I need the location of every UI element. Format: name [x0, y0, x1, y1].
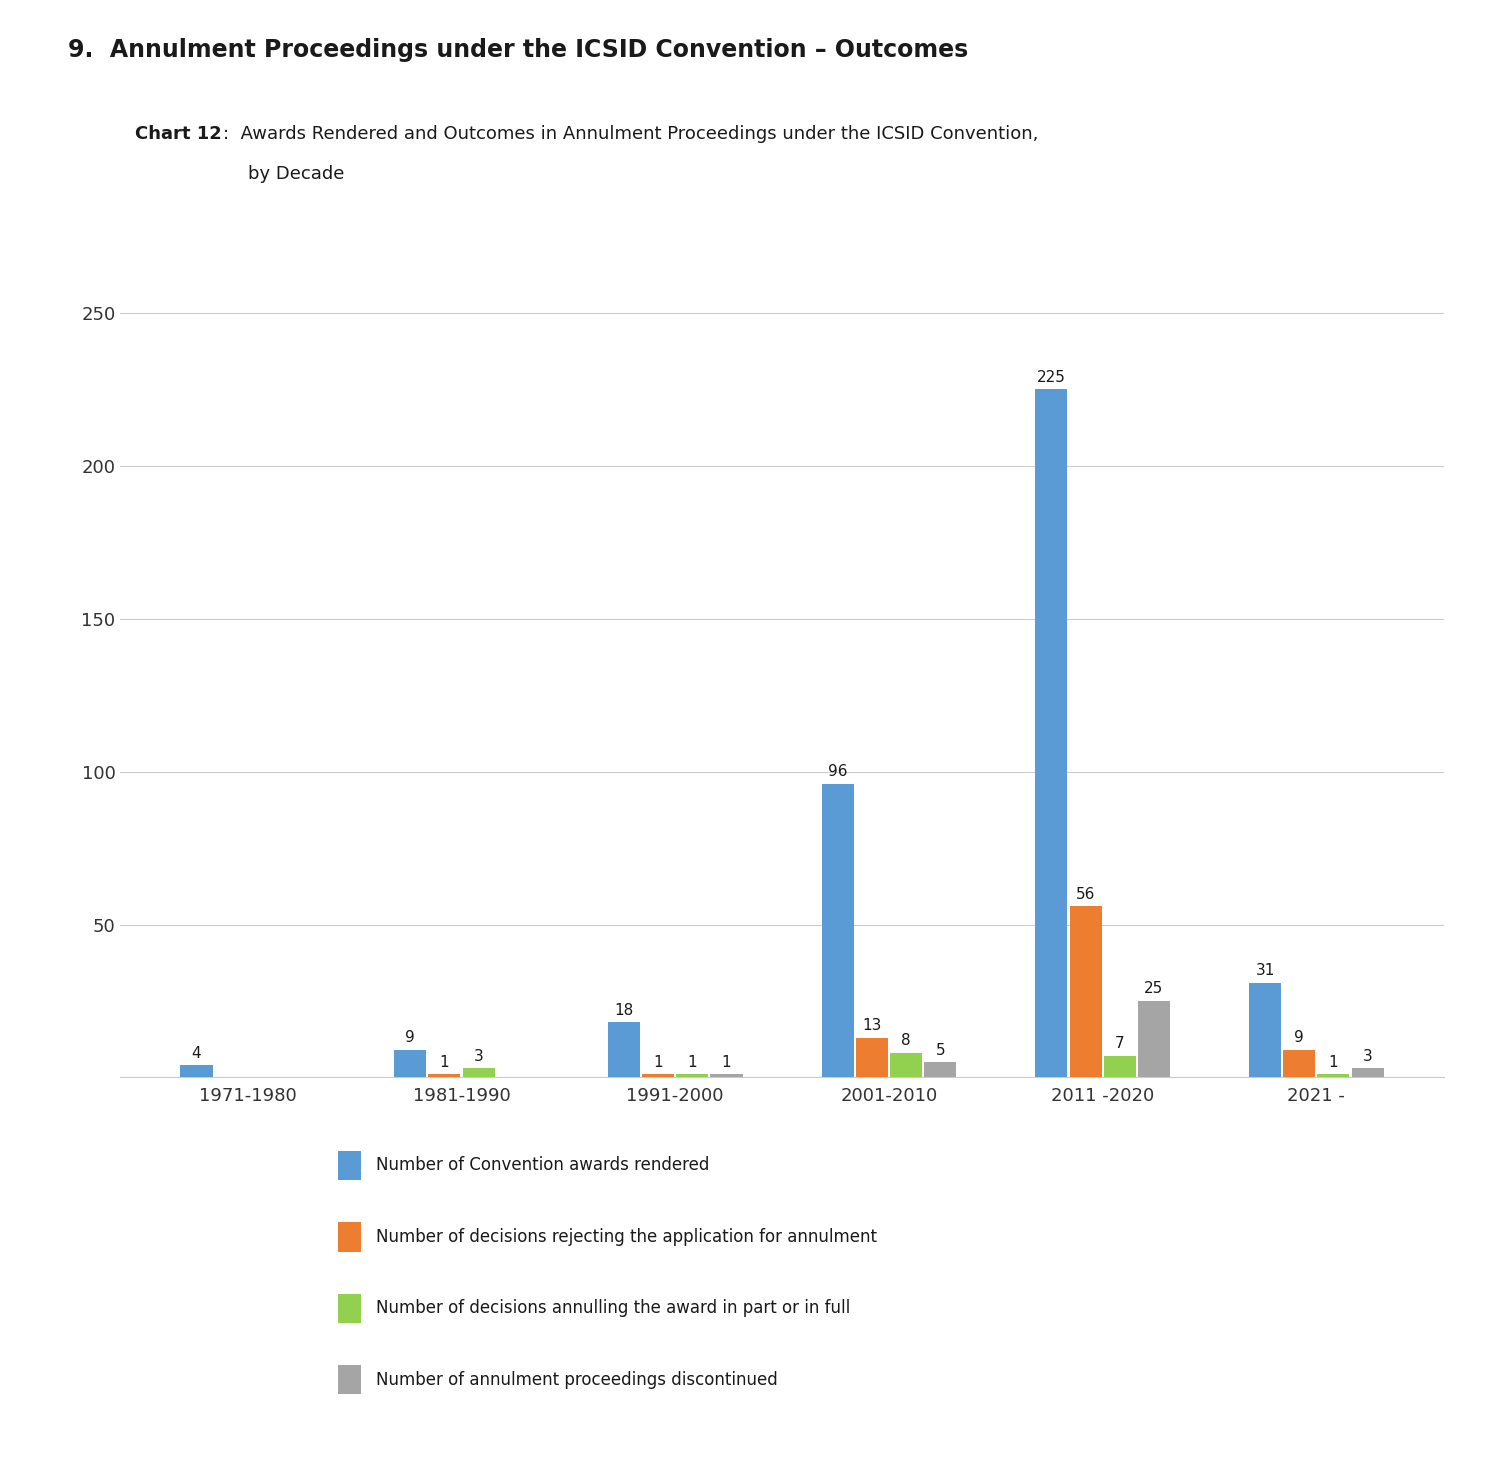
- Text: Number of Convention awards rendered: Number of Convention awards rendered: [376, 1157, 710, 1175]
- Bar: [337, 1365, 361, 1395]
- Bar: [923, 1063, 957, 1077]
- Text: 7: 7: [1114, 1036, 1125, 1051]
- Text: 1: 1: [722, 1055, 731, 1070]
- Bar: [1248, 983, 1281, 1077]
- Bar: [394, 1049, 426, 1077]
- Bar: [608, 1023, 641, 1077]
- Bar: [1035, 390, 1068, 1077]
- Text: :  Awards Rendered and Outcomes in Annulment Proceedings under the ICSID Convent: : Awards Rendered and Outcomes in Annulm…: [223, 125, 1038, 143]
- Bar: [337, 1222, 361, 1252]
- Bar: [856, 1038, 887, 1077]
- Bar: [1283, 1049, 1316, 1077]
- Text: 9: 9: [406, 1030, 415, 1045]
- Text: Chart 12: Chart 12: [135, 125, 223, 143]
- Text: 8: 8: [901, 1033, 911, 1048]
- Text: 18: 18: [614, 1002, 633, 1018]
- Bar: [1139, 1001, 1170, 1077]
- Bar: [1104, 1055, 1136, 1077]
- Text: 56: 56: [1075, 887, 1095, 902]
- Text: 1: 1: [653, 1055, 663, 1070]
- Text: 25: 25: [1145, 982, 1164, 996]
- Bar: [429, 1075, 460, 1077]
- Text: 225: 225: [1036, 369, 1066, 385]
- Bar: [677, 1075, 708, 1077]
- Text: 1: 1: [439, 1055, 450, 1070]
- Text: 9: 9: [1295, 1030, 1304, 1045]
- Text: Number of decisions annulling the award in part or in full: Number of decisions annulling the award …: [376, 1299, 850, 1317]
- Bar: [1352, 1069, 1384, 1077]
- Text: Number of decisions rejecting the application for annulment: Number of decisions rejecting the applic…: [376, 1228, 877, 1246]
- Text: 31: 31: [1256, 962, 1275, 979]
- Text: Number of annulment proceedings discontinued: Number of annulment proceedings disconti…: [376, 1371, 778, 1389]
- Text: by Decade: by Decade: [248, 165, 344, 183]
- Text: 9.  Annulment Proceedings under the ICSID Convention – Outcomes: 9. Annulment Proceedings under the ICSID…: [68, 38, 969, 62]
- Text: 1: 1: [1328, 1055, 1339, 1070]
- Bar: [337, 1293, 361, 1322]
- Bar: [821, 784, 854, 1077]
- Bar: [337, 1151, 361, 1181]
- Text: 1: 1: [687, 1055, 698, 1070]
- Text: 96: 96: [827, 765, 847, 779]
- Bar: [710, 1075, 743, 1077]
- Text: 3: 3: [474, 1049, 483, 1064]
- Bar: [180, 1066, 212, 1077]
- Text: 5: 5: [935, 1042, 945, 1058]
- Bar: [1069, 906, 1101, 1077]
- Text: 4: 4: [191, 1045, 202, 1061]
- Bar: [463, 1069, 495, 1077]
- Text: 13: 13: [862, 1018, 881, 1033]
- Bar: [890, 1052, 922, 1077]
- Bar: [1318, 1075, 1349, 1077]
- Text: 3: 3: [1363, 1049, 1373, 1064]
- Bar: [642, 1075, 674, 1077]
